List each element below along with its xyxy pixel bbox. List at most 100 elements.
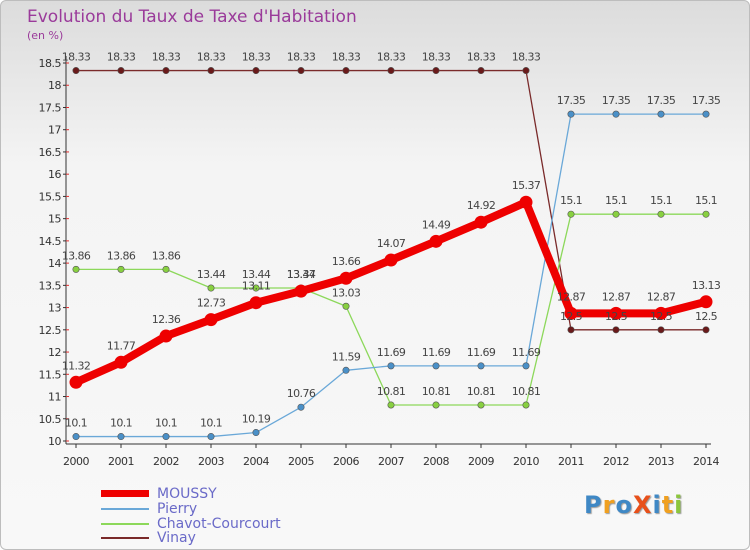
data-label: 11.69 [422,346,451,359]
data-point [114,355,128,369]
y-tick-label: 13.5 [39,279,62,292]
legend-label: MOUSSY [157,485,217,502]
data-label: 18.33 [62,51,91,64]
data-label: 18.33 [377,51,406,64]
data-point [204,313,218,327]
data-label: 13.44 [197,268,226,281]
chart-title: Evolution du Taux de Taxe d'Habitation [27,7,357,27]
data-label: 18.33 [332,51,361,64]
legend-swatch [101,507,149,510]
data-label: 10.1 [155,417,177,430]
legend-label: Chavot-Courcourt [157,515,281,532]
data-point [522,401,530,409]
legend-swatch [101,490,149,497]
data-point [72,67,80,75]
data-label: 13.44 [287,268,316,281]
logo-letter: o [615,491,633,519]
y-tick-label: 18.5 [39,57,62,70]
x-tick-label: 2011 [558,455,584,468]
y-tick-label: 15.5 [39,190,62,203]
data-point [297,67,305,75]
data-label: 11.77 [107,339,136,352]
data-label: 10.81 [377,385,406,398]
logo-letter: i [652,491,662,519]
data-point [477,401,485,409]
data-point [387,362,395,370]
y-tick-label: 17.5 [39,101,62,114]
data-point [207,433,215,441]
x-tick-label: 2010 [513,455,539,468]
y-tick-label: 12 [48,346,61,359]
y-tick-label: 17 [48,124,61,137]
data-point [477,67,485,75]
data-point [432,401,440,409]
y-tick-label: 16.5 [39,146,62,159]
data-label: 11.69 [467,346,496,359]
data-point [432,67,440,75]
data-label: 18.33 [152,51,181,64]
legend-item-chavot-courcourt: Chavot-Courcourt [101,515,281,532]
logo-letter: P [584,491,603,519]
data-label: 18.33 [242,51,271,64]
data-point [342,366,350,374]
x-tick-label: 2014 [693,455,719,468]
data-label: 15.1 [695,194,717,207]
data-label: 15.37 [512,179,541,192]
legend-swatch [101,522,149,525]
data-point [609,306,623,320]
data-label: 18.33 [107,51,136,64]
data-point [117,433,125,441]
y-tick-label: 15 [48,213,61,226]
x-tick-label: 2002 [153,455,179,468]
data-label: 14.07 [377,237,406,250]
data-point [657,210,665,218]
chart-unit-label: (en %) [27,29,64,42]
data-label: 18.33 [197,51,226,64]
x-tick-label: 2008 [423,455,449,468]
data-label: 11.32 [62,359,91,372]
data-point [519,195,533,209]
data-point [567,210,575,218]
data-point [69,375,83,389]
y-tick-label: 18 [48,79,61,92]
data-label: 15.1 [560,194,582,207]
x-tick-label: 2012 [603,455,629,468]
legend-item-vinay: Vinay [101,529,196,546]
data-label: 13.44 [242,268,271,281]
data-point [567,326,575,334]
data-label: 12.87 [602,290,631,303]
data-label: 13.11 [242,280,271,293]
data-label: 18.33 [287,51,316,64]
data-label: 12.5 [560,310,583,323]
data-label: 17.35 [692,94,721,107]
logo-letter: i [674,491,684,519]
data-point [522,362,530,370]
y-tick-label: 14 [48,257,61,270]
data-point [159,329,173,343]
y-tick-label: 11.5 [39,368,62,381]
legend-item-moussy: MOUSSY [101,485,217,502]
data-point [72,265,80,273]
data-label: 15.1 [605,194,627,207]
data-point [252,284,260,292]
data-point [207,284,215,292]
logo-letter: X [632,491,653,519]
legend-swatch [101,536,149,539]
data-label: 11.69 [512,346,541,359]
data-point [252,429,260,437]
x-tick-label: 2006 [333,455,359,468]
y-tick-label: 12.5 [39,324,62,337]
data-label: 14.92 [467,199,496,212]
data-label: 13.13 [692,279,721,292]
data-label: 12.5 [650,310,673,323]
data-label: 12.5 [605,310,628,323]
data-label: 13.86 [107,249,136,262]
data-point [522,67,530,75]
legend-label: Vinay [157,529,196,546]
data-point [162,433,170,441]
data-label: 10.1 [110,417,132,430]
data-label: 13.86 [62,249,91,262]
data-label: 10.1 [200,417,222,430]
x-tick-label: 2004 [243,455,269,468]
